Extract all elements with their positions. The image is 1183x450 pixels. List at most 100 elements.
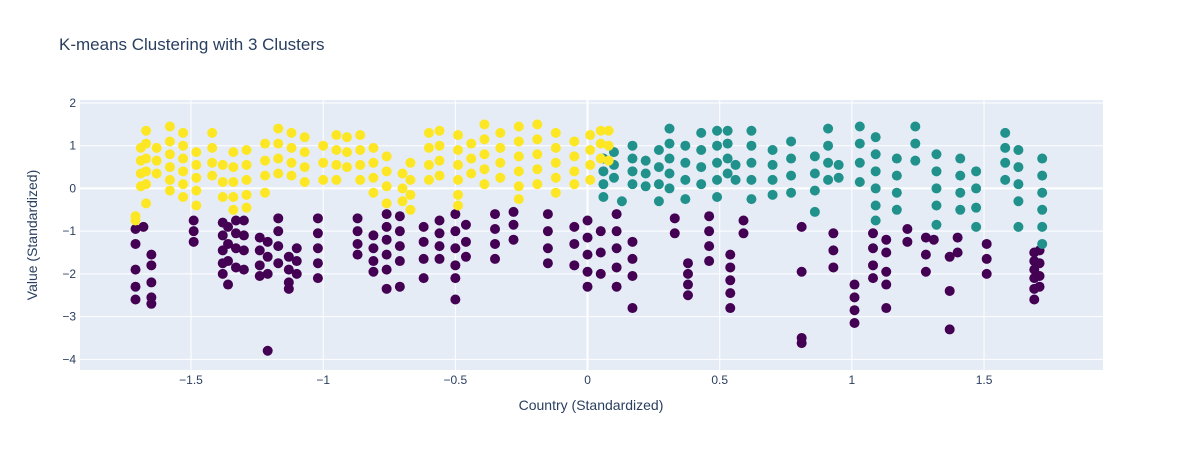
data-point <box>881 247 892 258</box>
data-point <box>722 168 733 179</box>
data-point <box>495 172 506 183</box>
data-point <box>796 338 807 349</box>
data-point <box>696 127 707 138</box>
data-point <box>394 281 405 292</box>
data-point <box>928 234 939 245</box>
data-point <box>542 226 553 237</box>
data-point <box>460 251 471 262</box>
data-point <box>955 187 966 198</box>
data-point <box>640 155 651 166</box>
data-point <box>767 174 778 185</box>
data-point <box>664 168 675 179</box>
data-point <box>331 130 342 141</box>
data-point <box>786 170 797 181</box>
data-point <box>680 194 691 205</box>
data-point <box>971 183 982 194</box>
data-point <box>532 134 543 145</box>
data-point <box>191 159 202 170</box>
data-point <box>223 256 234 267</box>
data-point <box>868 228 879 239</box>
data-point <box>453 130 464 141</box>
data-point <box>283 251 294 262</box>
data-point <box>952 232 963 243</box>
data-point <box>151 168 162 179</box>
data-point <box>682 290 693 301</box>
data-point <box>368 157 379 168</box>
data-point <box>569 260 580 271</box>
data-point <box>849 292 860 303</box>
data-point <box>262 251 273 262</box>
data-point <box>368 256 379 267</box>
data-point <box>910 121 921 132</box>
data-point <box>394 226 405 237</box>
data-point <box>513 181 524 192</box>
data-point <box>479 134 490 145</box>
data-point <box>595 125 606 136</box>
data-point <box>833 172 844 183</box>
data-point <box>188 236 199 247</box>
cluster-1-points <box>598 121 1048 249</box>
data-point <box>260 170 271 181</box>
data-point <box>418 273 429 284</box>
data-point <box>598 179 609 190</box>
data-point <box>881 303 892 314</box>
data-point <box>868 273 879 284</box>
data-point <box>696 179 707 190</box>
data-point <box>931 219 942 230</box>
data-point <box>682 258 693 269</box>
data-point <box>217 191 228 202</box>
x-tick-label: 0.5 <box>711 373 728 387</box>
data-point <box>228 204 239 215</box>
data-point <box>423 159 434 170</box>
data-point <box>479 164 490 175</box>
data-point <box>585 130 596 141</box>
data-point <box>653 162 664 173</box>
data-point <box>434 140 445 151</box>
data-point <box>453 144 464 155</box>
data-point <box>286 142 297 153</box>
data-point <box>394 211 405 222</box>
data-point <box>228 162 239 173</box>
data-point <box>746 194 757 205</box>
data-point <box>450 226 461 237</box>
data-point <box>595 268 606 279</box>
data-point <box>704 256 715 267</box>
data-point <box>944 324 955 335</box>
data-point <box>273 213 284 224</box>
data-point <box>466 138 477 149</box>
y-tick-label: −3 <box>62 310 76 324</box>
data-point <box>870 200 881 211</box>
data-point <box>299 177 310 188</box>
data-point <box>262 345 273 356</box>
data-point <box>952 247 963 258</box>
data-point <box>955 153 966 164</box>
data-point <box>164 149 175 160</box>
data-point <box>569 136 580 147</box>
data-point <box>725 249 736 260</box>
data-point <box>828 262 839 273</box>
data-point <box>1037 238 1048 249</box>
data-point <box>653 144 664 155</box>
data-point <box>664 183 675 194</box>
data-point <box>603 125 614 136</box>
data-point <box>746 140 757 151</box>
data-point <box>585 144 596 155</box>
data-point <box>627 179 638 190</box>
data-point <box>611 243 622 254</box>
data-point <box>746 174 757 185</box>
data-point <box>542 258 553 269</box>
data-point <box>479 179 490 190</box>
data-point <box>653 196 664 207</box>
data-point <box>423 142 434 153</box>
data-point <box>828 228 839 239</box>
data-point <box>513 121 524 132</box>
data-point <box>738 228 749 239</box>
data-point <box>188 215 199 226</box>
data-point <box>130 238 141 249</box>
data-point <box>902 224 913 235</box>
y-tick-label: −1 <box>62 224 76 238</box>
data-point <box>627 253 638 264</box>
data-point <box>1013 144 1024 155</box>
data-point <box>495 142 506 153</box>
data-point <box>434 170 445 181</box>
